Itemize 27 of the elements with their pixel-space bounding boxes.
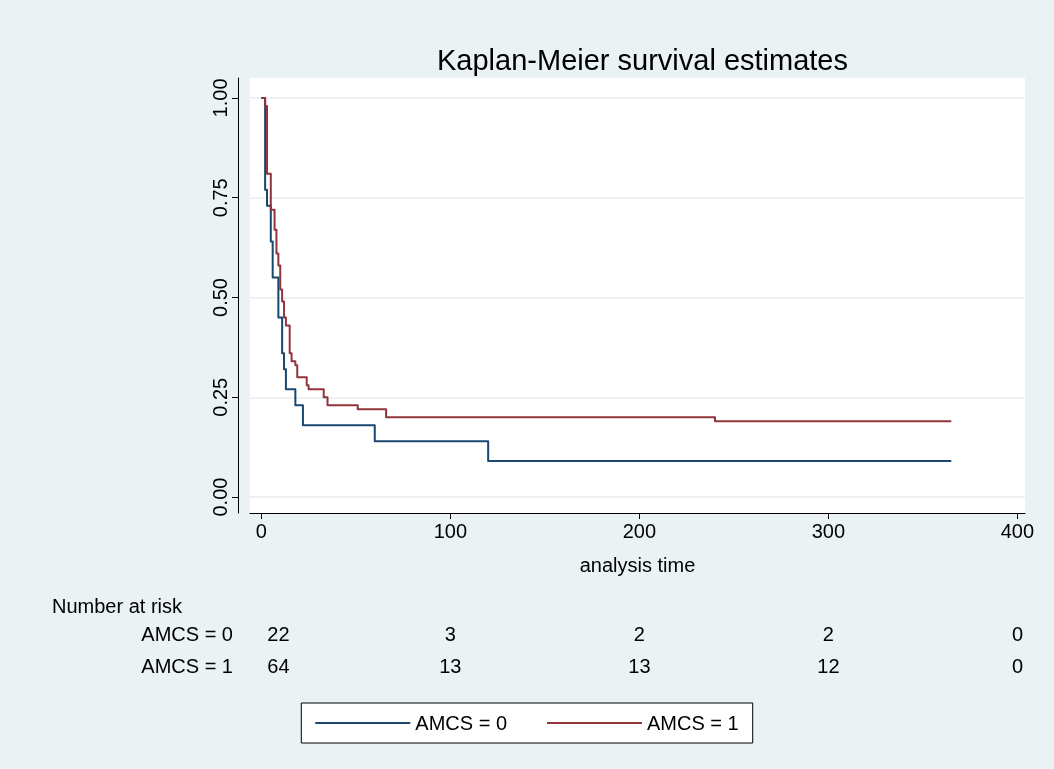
y-tick-label: 0.75 [209, 178, 231, 218]
y-tick-label: 0.00 [209, 477, 231, 517]
text: AMCS = 1 [141, 655, 233, 677]
legend-label: AMCS = 1 [647, 712, 739, 734]
text: 12 [817, 655, 840, 677]
text: 2 [822, 623, 834, 645]
text: 64 [267, 655, 290, 677]
text: 0 [1011, 623, 1023, 645]
y-tick-label: 0.50 [209, 278, 231, 317]
x-tick-label: 100 [433, 520, 468, 542]
y-tick-label: 1.00 [209, 78, 231, 118]
text: 3 [444, 623, 456, 645]
y-tick-label: 0.25 [209, 377, 231, 417]
text: 22 [267, 623, 290, 645]
text: 13 [628, 655, 651, 677]
x-axis-title: analysis time [579, 554, 696, 576]
legend-label: AMCS = 0 [415, 712, 507, 734]
x-tick-label: 400 [1000, 520, 1035, 542]
x-tick-label: 200 [622, 520, 657, 542]
text: AMCS = 0 [141, 623, 233, 645]
text: Number at risk [52, 595, 184, 617]
text: 13 [439, 655, 462, 677]
text: 2 [633, 623, 645, 645]
x-tick-label: 0 [255, 520, 267, 542]
chart-title: Kaplan-Meier survival estimates [437, 43, 848, 76]
x-tick-label: 300 [811, 520, 846, 542]
text: 0 [1011, 655, 1023, 677]
